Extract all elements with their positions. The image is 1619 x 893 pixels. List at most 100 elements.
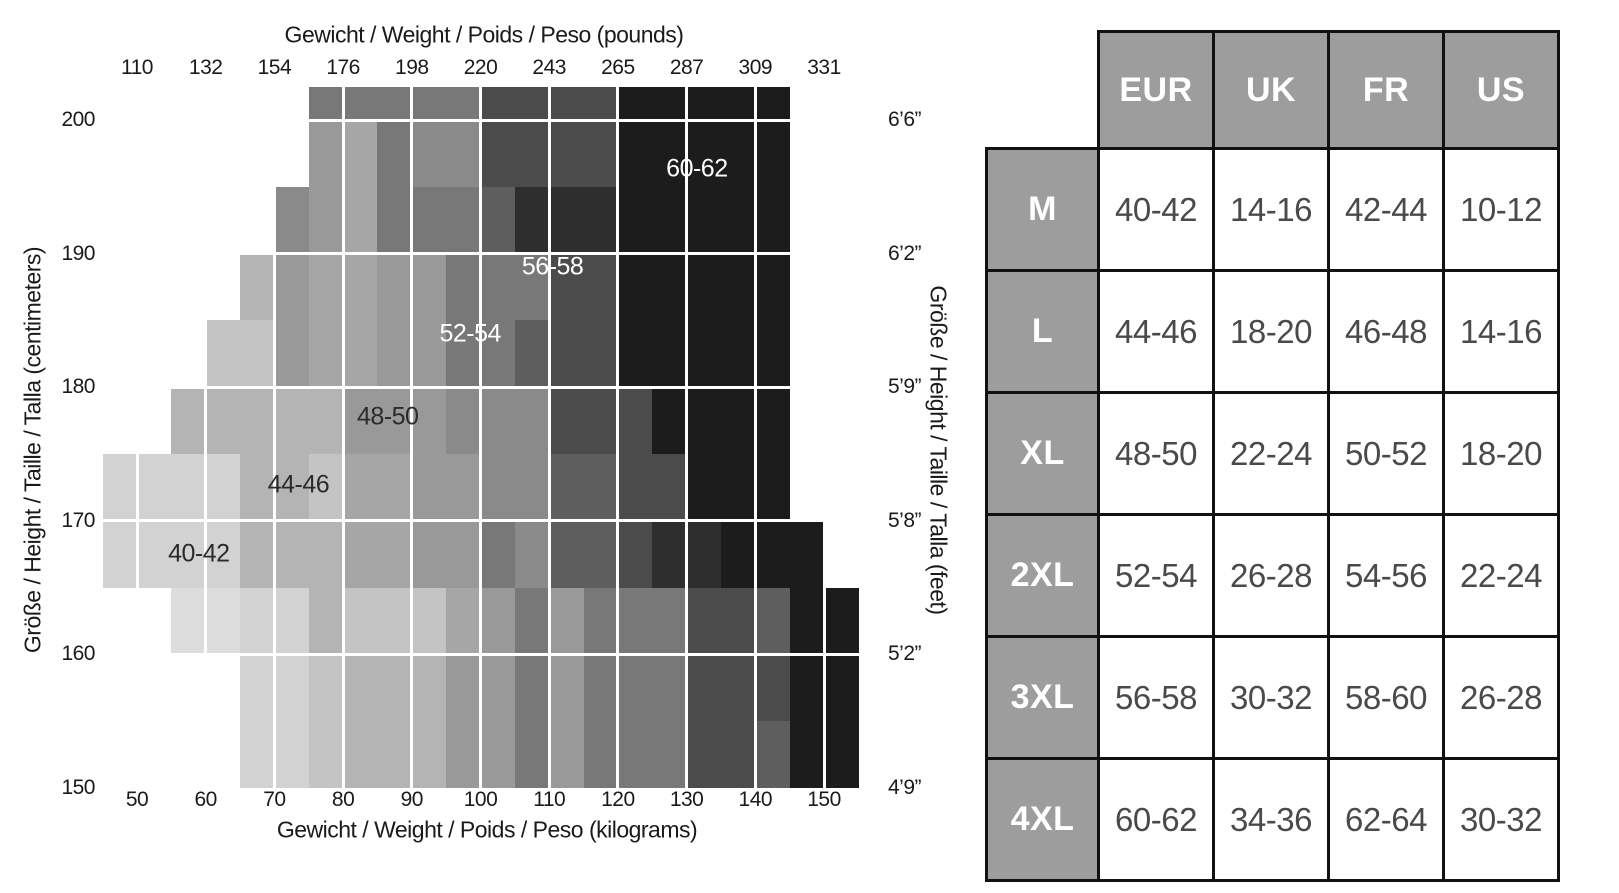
heatmap-cell [343,120,378,188]
heatmap-cell [583,120,619,188]
tick-centimeters: 170 [61,508,95,532]
heatmap-cell [308,721,344,789]
heatmap-cell [583,520,619,589]
heatmap-cell [343,186,378,255]
heatmap-cell [274,454,310,522]
heatmap-cell [411,587,447,655]
heatmap-cell [686,86,722,121]
tick-feet: 6’6” [888,108,922,131]
table-row: XL 48-50 22-24 50-52 18-20 [985,391,1560,516]
size-value-uk: 22-24 [1212,391,1330,516]
heatmap-cell [480,454,516,522]
size-value-eur: 40-42 [1097,147,1215,272]
heatmap-cell [686,520,722,589]
tick-pounds: 132 [188,56,223,79]
heatmap-cell [343,587,378,655]
heatmap-cell [411,721,447,789]
heatmap-cell [377,186,413,255]
heatmap-cell [137,454,172,522]
heatmap-cell [514,654,550,722]
heatmap-cell [789,721,825,789]
heatmap-cell [308,86,344,121]
heatmap-cell [617,587,653,655]
tick-kilograms: 90 [400,788,424,811]
table-header-row: EUR UK FR US [986,30,1560,150]
heatmap-cell [549,454,585,522]
heatmap-cell [377,253,413,321]
axis-title-feet: Größe / Height / Taille / Talla (feet) [925,285,952,615]
heatmap-cell [377,320,413,388]
heatmap-cell [411,253,447,321]
tick-kilograms: 70 [263,788,286,811]
heatmap-cell [617,120,653,188]
heatmap-cell [205,520,241,589]
size-value-uk: 30-32 [1212,635,1330,760]
heatmap-cell [480,86,516,121]
heatmap-cell [411,320,447,388]
height-weight-heatmap: Gewicht / Weight / Poids / Peso (pounds)… [20,22,952,843]
size-label-4xl: 4XL [985,757,1100,882]
heatmap-cell [377,654,413,722]
heatmap-cell [617,654,653,722]
heatmap-cell [686,253,722,321]
heatmap-cell [377,520,413,589]
heatmap-cell [308,387,344,455]
gridline-vertical [822,84,826,788]
heatmap-cell [755,120,791,188]
tick-centimeters: 150 [61,776,95,799]
heatmap-cell [446,520,481,589]
tick-pounds: 176 [326,56,360,79]
heatmap-cell [755,721,791,789]
heatmap-cell [411,654,447,722]
table-row: 4XL 60-62 34-36 62-64 30-32 [985,757,1560,882]
size-value-fr: 46-48 [1327,269,1445,394]
heatmap-cell [652,387,688,455]
heatmap-cell [446,253,481,321]
tick-pounds: 198 [395,56,429,79]
heatmap-cell [411,520,447,589]
heatmap-cell [652,186,688,255]
heatmap-cell [137,520,172,589]
tick-feet: 6’2” [888,241,922,265]
heatmap-cell [617,320,653,388]
gridline-vertical [204,84,208,788]
gridline-horizontal [100,652,860,656]
tick-feet: 5’2” [888,642,922,666]
heatmap-cell [652,587,688,655]
size-value-uk: 14-16 [1212,147,1330,272]
gridline-vertical [410,84,414,788]
tick-pounds: 154 [257,56,292,79]
heatmap-cell [755,454,791,522]
size-value-fr: 62-64 [1327,757,1445,882]
heatmap-cell [514,86,550,121]
size-region-label: 40-42 [168,539,230,568]
heatmap-cell [824,654,859,722]
size-label-m: M [985,147,1100,272]
heatmap-cell [343,253,378,321]
size-value-eur: 44-46 [1097,269,1215,394]
heatmap-cell [720,253,756,321]
heatmap-cell [240,587,275,655]
heatmap-cell [171,387,207,455]
heatmap-cell [514,120,550,188]
heatmap-cell [446,86,481,121]
heatmap-cell [446,120,481,188]
gridline-vertical [547,84,551,788]
tick-pounds: 243 [532,56,566,79]
tick-pounds: 265 [601,56,635,79]
heatmap-cell [480,654,516,722]
heatmap-cell [411,186,447,255]
heatmap-cell [583,253,619,321]
heatmap-cell [514,454,550,522]
heatmap-cell [755,320,791,388]
column-header-eur: EUR [1097,30,1215,150]
gridline-horizontal [100,118,860,122]
size-value-uk: 18-20 [1212,269,1330,394]
size-value-eur: 60-62 [1097,757,1215,882]
heatmap-cell [720,120,756,188]
size-value-us: 10-12 [1442,147,1560,272]
heatmap-cell [240,387,275,455]
size-region-label: 52-54 [439,319,501,348]
size-label-2xl: 2XL [985,513,1100,638]
